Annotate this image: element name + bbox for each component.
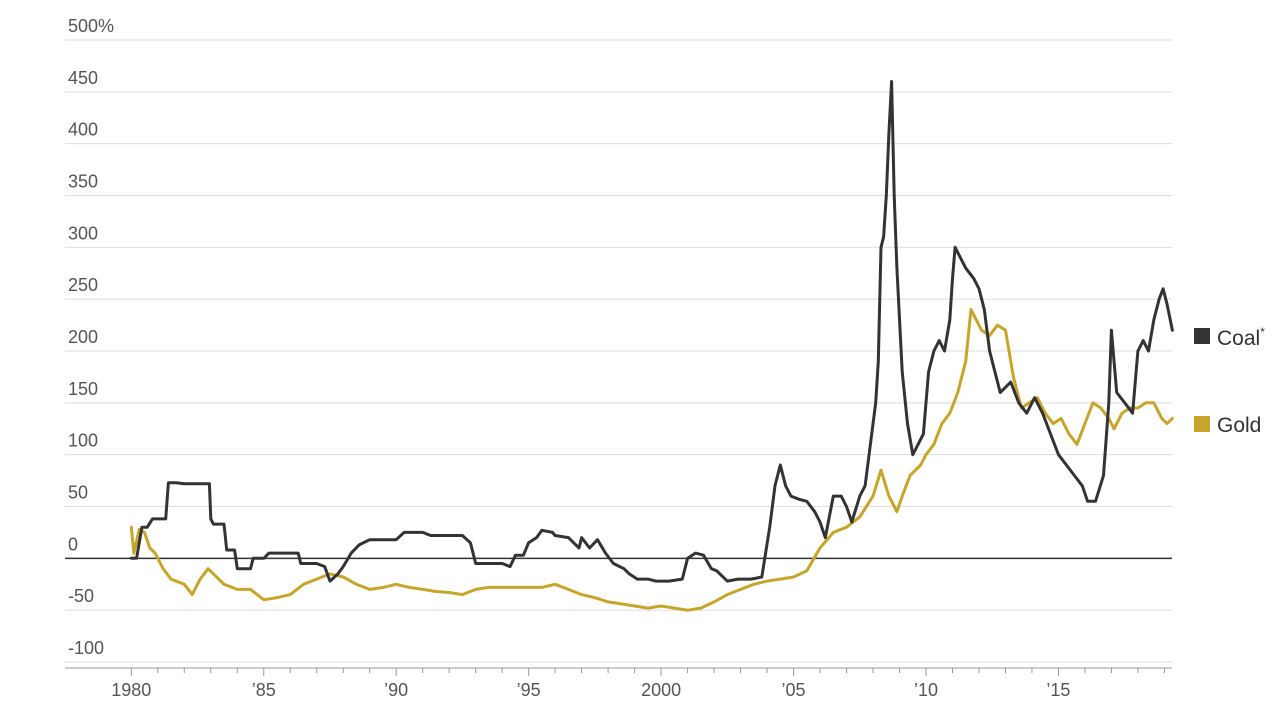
x-tick-label: ’15 bbox=[1046, 680, 1070, 700]
y-tick-label: 200 bbox=[68, 327, 98, 347]
x-tick-label: ’90 bbox=[384, 680, 408, 700]
y-tick-label: -100 bbox=[68, 638, 104, 658]
legend-swatch-gold bbox=[1194, 416, 1210, 432]
x-tick-label: ’10 bbox=[914, 680, 938, 700]
legend-swatch-coal bbox=[1194, 328, 1210, 344]
y-axis-ticks: 500% 450 400 350 300 250 200 150 100 50 0 -50 -100 bbox=[68, 16, 114, 658]
x-tick-label: ’05 bbox=[782, 680, 806, 700]
y-tick-label: 50 bbox=[68, 483, 88, 503]
legend-label-gold: Gold bbox=[1217, 414, 1261, 437]
y-tick-label: 300 bbox=[68, 223, 98, 243]
y-tick-label: -50 bbox=[68, 586, 94, 606]
legend: Coal* Gold bbox=[1194, 325, 1265, 437]
y-tick-label: 0 bbox=[68, 534, 78, 554]
series-line-coal bbox=[129, 80, 1174, 583]
x-tick-label: 2000 bbox=[641, 680, 681, 700]
y-tick-label: 350 bbox=[68, 172, 98, 192]
y-tick-label: 100 bbox=[68, 431, 98, 451]
x-tick-label: 1980 bbox=[111, 680, 151, 700]
legend-label-coal: Coal* bbox=[1217, 325, 1265, 350]
x-tick-label: ’95 bbox=[517, 680, 541, 700]
series-lines bbox=[129, 80, 1174, 612]
y-tick-label: 250 bbox=[68, 275, 98, 295]
y-tick-label: 450 bbox=[68, 68, 98, 88]
series-line-gold bbox=[129, 308, 1174, 612]
gridlines bbox=[65, 39, 1172, 663]
x-tick-label: ’85 bbox=[252, 680, 276, 700]
legend-note-coal: * bbox=[1260, 325, 1265, 339]
y-tick-label: 400 bbox=[68, 120, 98, 140]
y-tick-label: 500% bbox=[68, 16, 114, 36]
y-tick-label: 150 bbox=[68, 379, 98, 399]
x-axis: 1980 ’85 ’90 ’95 2000 ’05 ’10 ’15 bbox=[65, 667, 1172, 700]
